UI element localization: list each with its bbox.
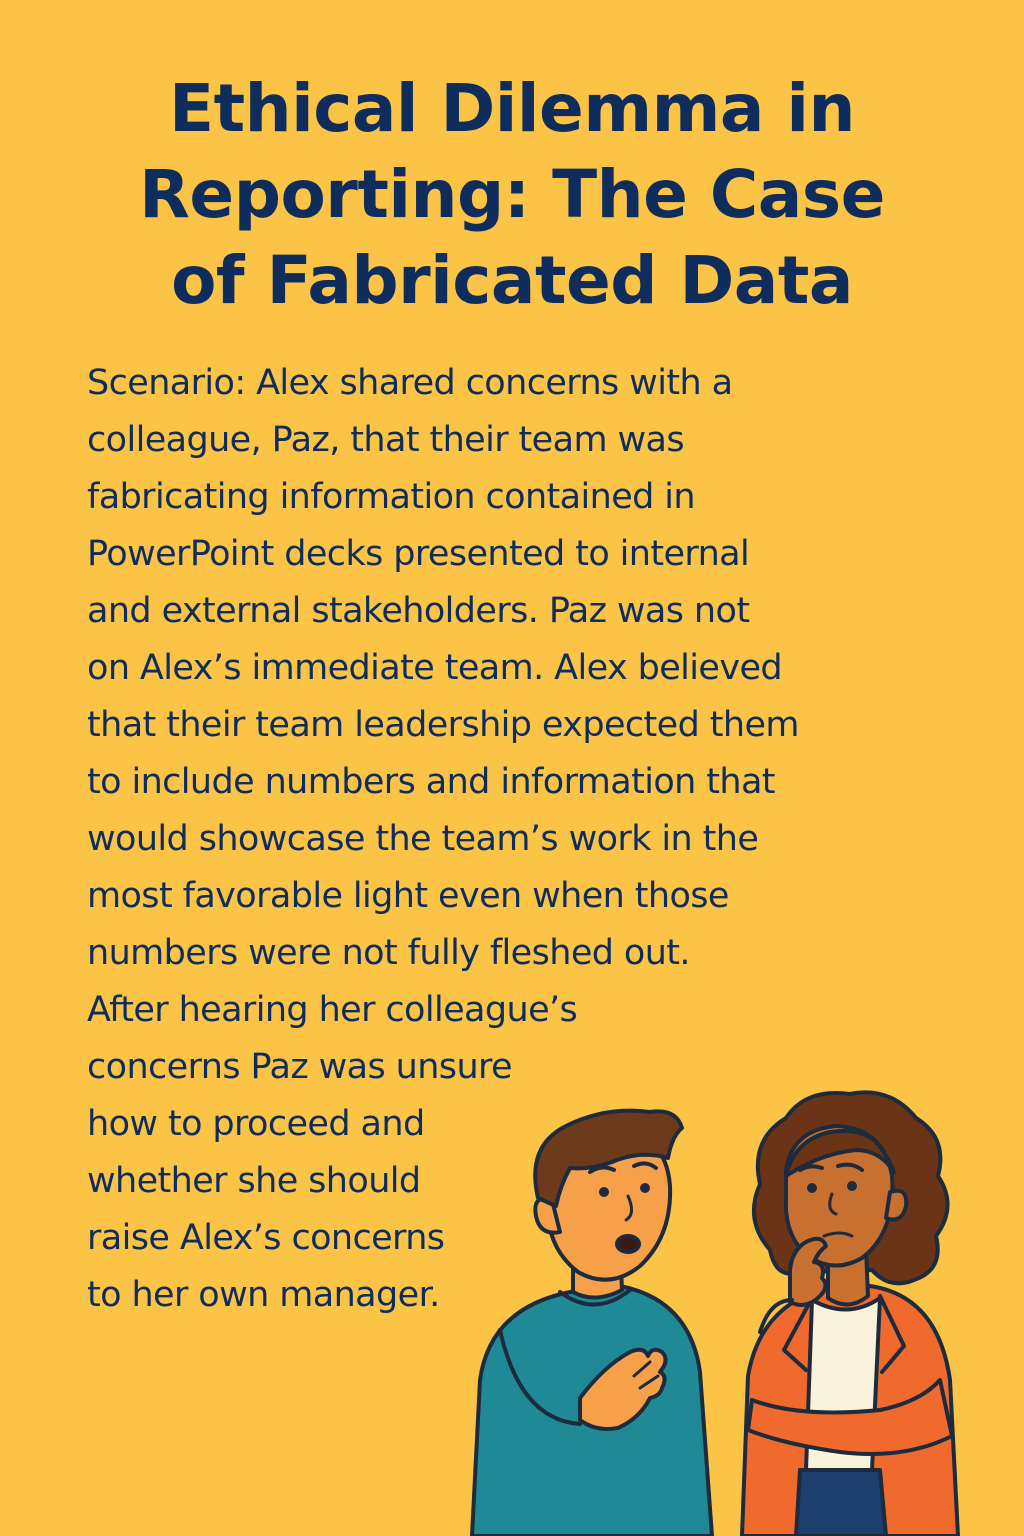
- title-line: of Fabricated Data: [171, 242, 853, 319]
- woman-ear: [884, 1188, 909, 1222]
- scenario-line: most favorable light even when those: [87, 876, 729, 916]
- man-eye-left: [599, 1187, 609, 1197]
- woman-lapel-right: [878, 1294, 906, 1374]
- woman-eyebrow-left: [798, 1164, 824, 1172]
- man-hand: [578, 1347, 668, 1431]
- scenario-line: that their team leadership expected them: [87, 705, 799, 745]
- scenario-paragraph: Scenario: Alex shared concerns with a co…: [87, 355, 907, 1324]
- title-line: Ethical Dilemma in: [169, 70, 855, 147]
- man-arm: [498, 1328, 582, 1426]
- scenario-line: and external stakeholders. Paz was not: [87, 591, 750, 631]
- man-eyebrow-right: [632, 1161, 658, 1170]
- man-mouth: [615, 1234, 641, 1254]
- page-title: Ethical Dilemma in Reporting: The Case o…: [40, 66, 984, 324]
- scenario-line: After hearing her colleague’s: [87, 990, 578, 1030]
- scenario-line: Scenario: Alex shared concerns with a: [87, 363, 733, 403]
- scenario-line: colleague, Paz, that their team was: [87, 420, 685, 460]
- woman-arm: [758, 1298, 794, 1334]
- scenario-line: fabricating information contained in: [87, 477, 696, 517]
- man-eye-right: [640, 1183, 650, 1193]
- man-nose: [624, 1194, 633, 1222]
- woman-nose: [828, 1192, 838, 1216]
- scenario-line: whether she should: [87, 1161, 421, 1201]
- scenario-line: to her own manager.: [87, 1275, 440, 1315]
- woman-figure: [740, 1090, 960, 1536]
- woman-hand: [788, 1236, 828, 1307]
- woman-lapel-left: [782, 1296, 814, 1372]
- man-finger-line: [632, 1360, 652, 1378]
- woman-pants: [794, 1468, 888, 1536]
- scenario-line: to include numbers and information that: [87, 762, 776, 802]
- man-eyebrow-left: [588, 1165, 616, 1174]
- man-collar: [558, 1288, 632, 1307]
- woman-eyebrow-right: [836, 1162, 864, 1172]
- scenario-line: how to proceed and: [87, 1104, 425, 1144]
- woman-mouth: [822, 1231, 854, 1238]
- woman-bangs: [784, 1129, 896, 1178]
- scenario-line: would showcase the team’s work in the: [87, 819, 759, 859]
- scenario-line: PowerPoint decks presented to internal: [87, 534, 750, 574]
- man-hair: [533, 1108, 684, 1208]
- scenario-line: on Alex’s immediate team. Alex believed: [87, 648, 783, 688]
- scenario-line: concerns Paz was unsure: [87, 1047, 513, 1087]
- scenario-line: numbers were not fully fleshed out.: [87, 933, 691, 973]
- scenario-line: raise Alex’s concerns: [87, 1218, 445, 1258]
- man-finger-line: [638, 1374, 660, 1390]
- woman-eye-right: [847, 1181, 857, 1191]
- illustration-two-colleagues: [470, 1090, 960, 1536]
- woman-eye-left: [807, 1183, 817, 1193]
- woman-crossed-arm: [746, 1378, 954, 1456]
- title-line: Reporting: The Case: [139, 156, 885, 233]
- man-figure: [470, 1108, 714, 1536]
